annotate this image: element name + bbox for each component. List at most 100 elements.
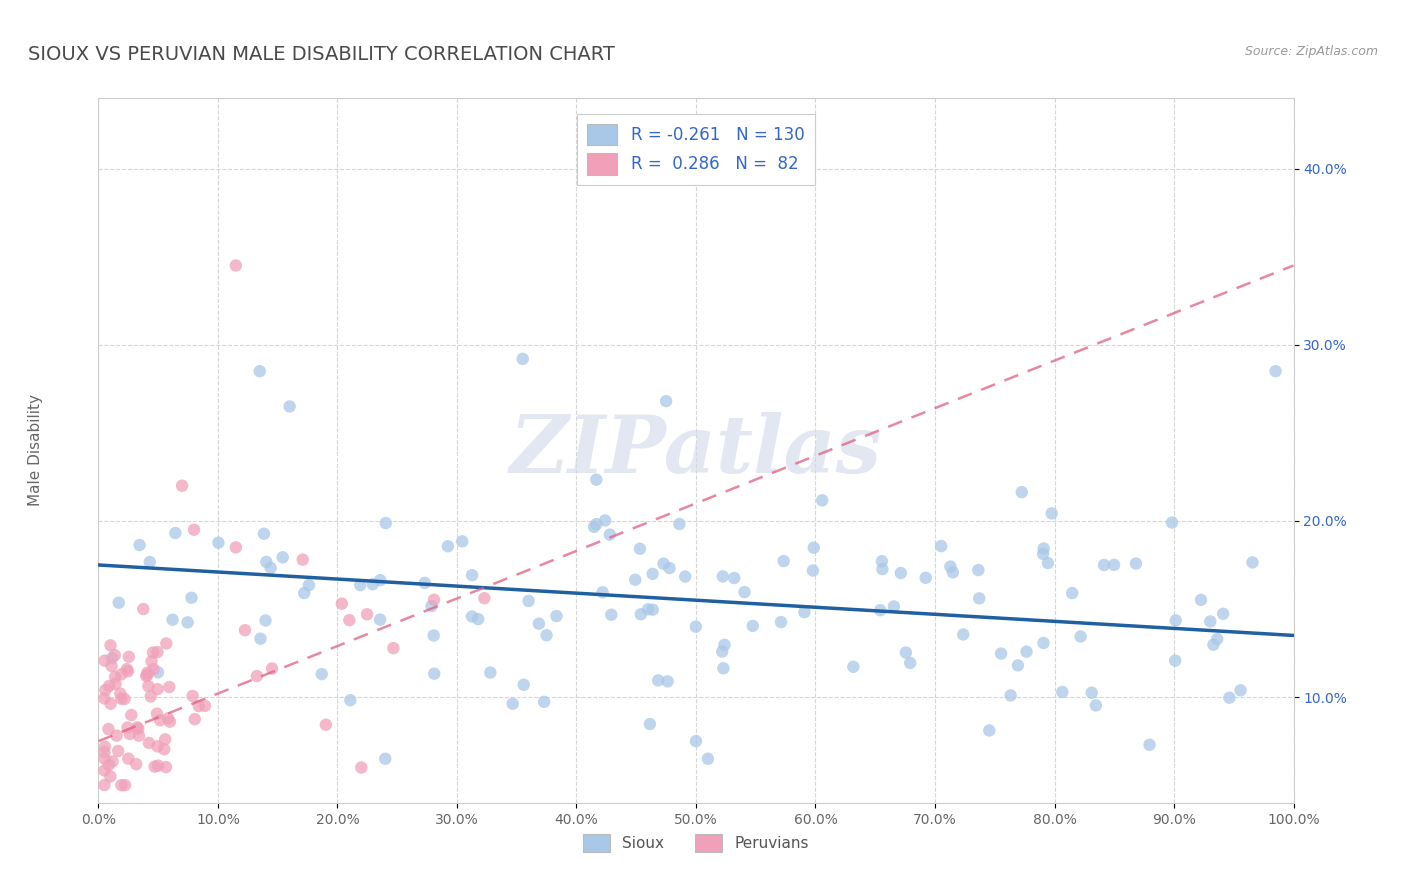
Point xyxy=(146,739,169,754)
Point xyxy=(107,596,129,610)
Y-axis label: Male Disability: Male Disability xyxy=(28,394,42,507)
Point xyxy=(583,520,606,534)
Point xyxy=(225,259,247,273)
Point xyxy=(842,660,865,674)
Point xyxy=(146,758,169,772)
Point xyxy=(155,760,177,774)
Point xyxy=(146,645,169,659)
Point xyxy=(93,778,115,792)
Point xyxy=(546,609,568,624)
Point xyxy=(413,575,436,590)
Point xyxy=(1161,516,1184,530)
Point xyxy=(142,645,165,659)
Point xyxy=(685,620,707,634)
Point xyxy=(599,527,621,541)
Point xyxy=(142,662,165,676)
Point xyxy=(117,721,139,735)
Point xyxy=(638,717,661,731)
Point xyxy=(93,745,115,759)
Point xyxy=(233,624,256,638)
Point xyxy=(641,602,664,616)
Point xyxy=(118,727,141,741)
Point xyxy=(138,736,160,750)
Point xyxy=(249,632,271,646)
Text: SIOUX VS PERUVIAN MALE DISABILITY CORRELATION CHART: SIOUX VS PERUVIAN MALE DISABILITY CORREL… xyxy=(28,45,614,63)
Point xyxy=(350,760,373,774)
Point xyxy=(1015,645,1038,659)
Point xyxy=(120,708,142,723)
Point xyxy=(162,613,184,627)
Point xyxy=(187,699,209,714)
Point xyxy=(138,679,160,693)
Point xyxy=(422,628,444,642)
Point xyxy=(298,578,321,592)
Point xyxy=(657,674,679,689)
Point xyxy=(260,661,283,675)
Point xyxy=(153,742,176,756)
Point xyxy=(420,599,443,613)
Point xyxy=(101,651,124,665)
Point xyxy=(1206,632,1229,646)
Point xyxy=(711,644,734,658)
Point xyxy=(713,661,735,675)
Point xyxy=(97,758,120,772)
Point xyxy=(1164,654,1187,668)
Point xyxy=(990,647,1012,661)
Point xyxy=(125,757,148,772)
Point xyxy=(114,692,136,706)
Point xyxy=(461,609,484,624)
Point xyxy=(104,670,127,684)
Point xyxy=(254,555,277,569)
Point xyxy=(246,669,269,683)
Point xyxy=(630,607,652,622)
Point xyxy=(1139,738,1161,752)
Point xyxy=(337,613,360,627)
Point xyxy=(374,752,396,766)
Point xyxy=(1164,614,1187,628)
Point xyxy=(1102,558,1125,572)
Point xyxy=(107,744,129,758)
Point xyxy=(368,573,391,587)
Point xyxy=(1199,615,1222,629)
Point xyxy=(207,535,229,549)
Text: ZIPatlas: ZIPatlas xyxy=(510,412,882,489)
Point xyxy=(117,751,139,765)
Point xyxy=(979,723,1001,738)
Point xyxy=(593,513,616,527)
Point xyxy=(361,577,384,591)
Point xyxy=(136,668,159,682)
Point xyxy=(94,683,117,698)
Point xyxy=(914,571,936,585)
Point xyxy=(146,665,169,680)
Point xyxy=(110,667,132,681)
Point xyxy=(513,678,536,692)
Point xyxy=(339,693,361,707)
Point xyxy=(98,769,122,783)
Point xyxy=(135,669,157,683)
Point xyxy=(723,571,745,585)
Point xyxy=(585,517,607,532)
Point xyxy=(952,627,974,641)
Point xyxy=(105,729,128,743)
Point xyxy=(479,665,502,680)
Point xyxy=(110,691,132,706)
Point xyxy=(93,691,115,706)
Point xyxy=(472,591,495,606)
Point xyxy=(165,526,187,541)
Point xyxy=(1125,557,1147,571)
Point xyxy=(1241,555,1264,569)
Point xyxy=(600,607,623,622)
Point xyxy=(128,538,150,552)
Point xyxy=(1011,485,1033,500)
Point xyxy=(225,541,247,555)
Point xyxy=(114,778,136,792)
Point xyxy=(652,557,675,571)
Point xyxy=(641,566,664,581)
Point xyxy=(291,552,314,566)
Point xyxy=(100,659,122,673)
Point xyxy=(967,563,990,577)
Point xyxy=(253,526,276,541)
Point xyxy=(673,569,696,583)
Point xyxy=(249,364,271,378)
Point xyxy=(1229,683,1251,698)
